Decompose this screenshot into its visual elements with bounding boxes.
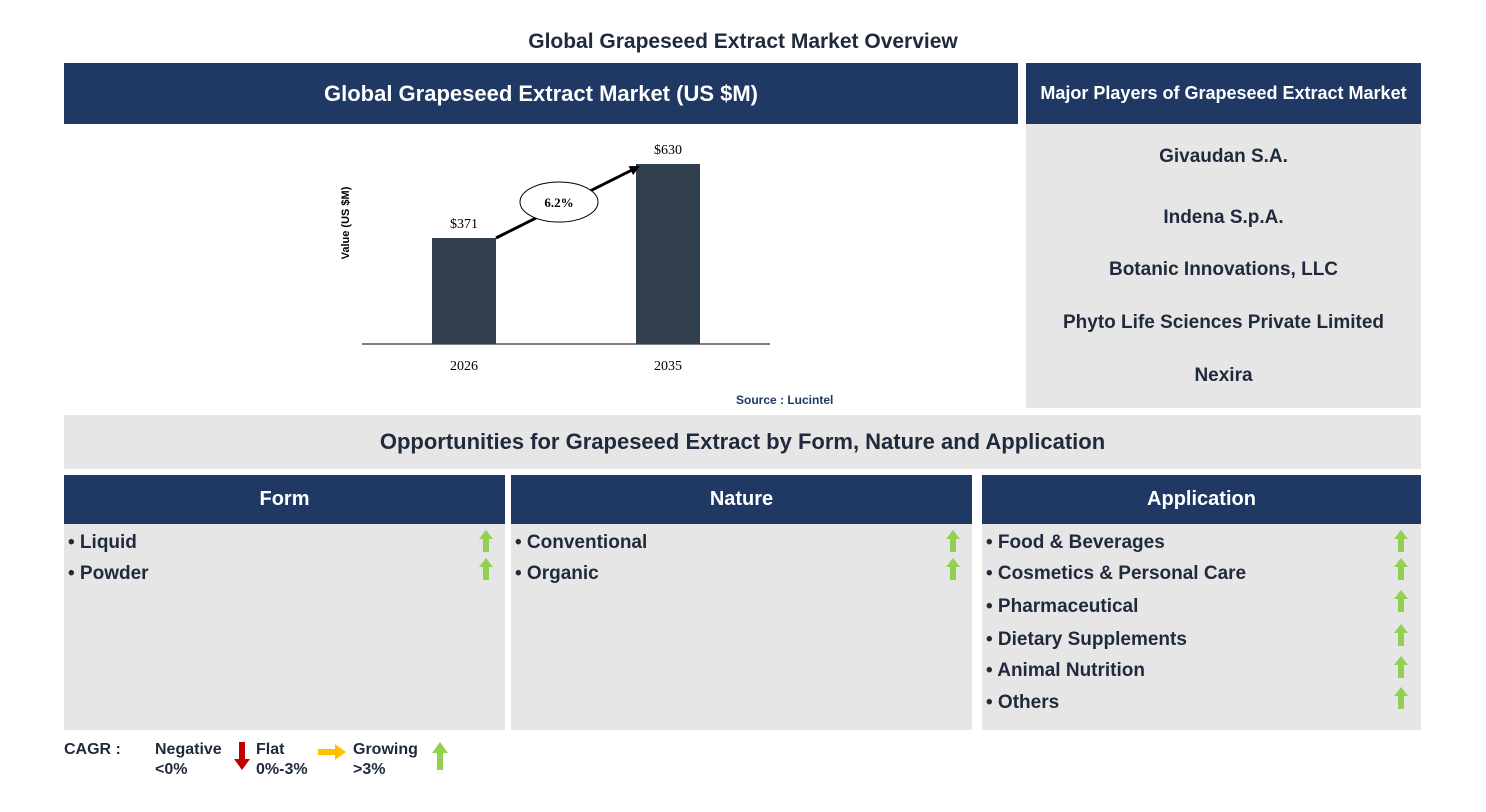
form-column-header: Form xyxy=(64,475,505,524)
chart-panel-header: Global Grapeseed Extract Market (US $M) xyxy=(64,63,1018,124)
chart-source: Source : Lucintel xyxy=(736,393,834,407)
nature-column-header: Nature xyxy=(511,475,972,524)
bar-2026 xyxy=(432,238,496,344)
nature-item-organic: • Organic xyxy=(515,563,599,584)
player-item: Botanic Innovations, LLC xyxy=(1108,259,1339,280)
legend-growing-range: >3% xyxy=(353,761,386,778)
legend-negative-range: <0% xyxy=(155,761,188,778)
opportunities-header: Opportunities for Grapeseed Extract by F… xyxy=(64,415,1421,469)
legend-growing-label: Growing xyxy=(353,741,418,758)
players-list: Givaudan S.A. Indena S.p.A. Botanic Inno… xyxy=(1026,124,1421,408)
growing-arrow-icon xyxy=(1394,530,1408,552)
bar-value-label-2035: $630 xyxy=(654,143,682,158)
application-item: • Food & Beverages xyxy=(986,532,1165,553)
application-item: • Others xyxy=(986,692,1060,713)
player-item: Givaudan S.A. xyxy=(1159,146,1288,167)
application-column-header: Application xyxy=(982,475,1421,524)
growing-arrow-icon xyxy=(479,530,493,552)
page-title: Global Grapeseed Extract Market Overview xyxy=(528,30,958,53)
legend-cagr-label: CAGR : xyxy=(64,741,121,758)
growing-arrow-icon xyxy=(1394,656,1408,678)
bar-value-label-2026: $371 xyxy=(450,217,478,232)
x-tick-label-2026: 2026 xyxy=(450,359,478,374)
legend-negative-label: Negative xyxy=(155,741,222,758)
application-item: • Animal Nutrition xyxy=(986,660,1145,681)
growing-arrow-icon xyxy=(1394,624,1408,646)
market-bar-chart: Value (US $M) $371 $630 2026 2035 6.2% xyxy=(340,143,770,374)
growing-arrow-icon xyxy=(432,742,448,770)
legend-flat-range: 0%-3% xyxy=(256,761,308,778)
chart-y-axis-label: Value (US $M) xyxy=(340,186,352,259)
legend-flat-text: Flat 0%-3% xyxy=(256,740,308,780)
growing-arrow-icon xyxy=(1394,590,1408,612)
players-panel-header: Major Players of Grapeseed Extract Marke… xyxy=(1026,63,1421,124)
legend-negative-text: Negative <0% xyxy=(155,740,222,780)
application-column-body: • Food & Beverages • Cosmetics & Persona… xyxy=(982,524,1421,730)
application-item: • Dietary Supplements xyxy=(986,629,1187,650)
cagr-bubble xyxy=(519,181,599,223)
flat-arrow-icon xyxy=(318,744,346,760)
legend-flat-label: Flat xyxy=(256,741,285,758)
nature-column-body: • Conventional • Organic xyxy=(511,524,972,730)
form-column-body: • Liquid • Powder xyxy=(64,524,505,730)
nature-item-conventional: • Conventional xyxy=(515,532,648,553)
form-item-powder: • Powder xyxy=(68,563,149,584)
form-item-liquid: • Liquid xyxy=(68,532,137,553)
player-item: Nexira xyxy=(1194,365,1253,386)
growing-arrow-icon xyxy=(479,558,493,580)
player-item: Indena S.p.A. xyxy=(1163,207,1284,228)
growing-arrow-icon xyxy=(946,530,960,552)
legend-growing-text: Growing >3% xyxy=(353,740,418,780)
application-item: • Pharmaceutical xyxy=(986,596,1139,617)
bar-2035 xyxy=(636,164,700,344)
growing-arrow-icon xyxy=(1394,558,1408,580)
growing-arrow-icon xyxy=(946,558,960,580)
growing-arrow-icon xyxy=(1394,687,1408,709)
negative-arrow-icon xyxy=(234,742,250,770)
player-item: Phyto Life Sciences Private Limited xyxy=(1063,312,1384,333)
cagr-label: 6.2% xyxy=(544,195,573,210)
application-item: • Cosmetics & Personal Care xyxy=(986,563,1247,584)
x-tick-label-2035: 2035 xyxy=(654,359,682,374)
